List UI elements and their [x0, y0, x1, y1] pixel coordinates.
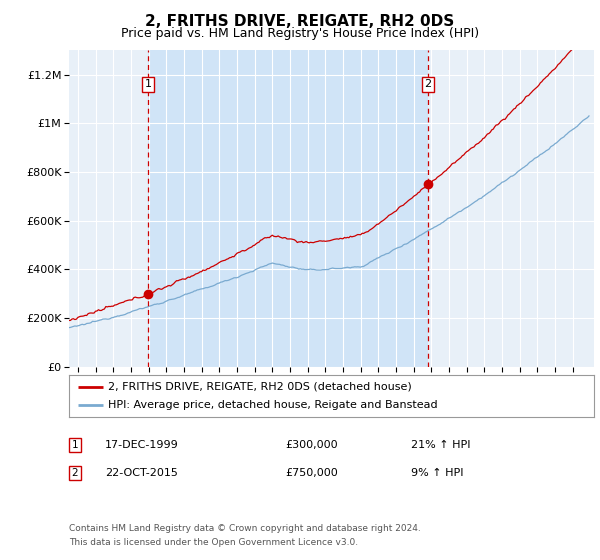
Text: Contains HM Land Registry data © Crown copyright and database right 2024.: Contains HM Land Registry data © Crown c… — [69, 524, 421, 533]
Text: 9% ↑ HPI: 9% ↑ HPI — [411, 468, 463, 478]
Text: 1: 1 — [71, 440, 79, 450]
Text: Price paid vs. HM Land Registry's House Price Index (HPI): Price paid vs. HM Land Registry's House … — [121, 27, 479, 40]
Text: 2: 2 — [424, 80, 431, 90]
Text: 2, FRITHS DRIVE, REIGATE, RH2 0DS: 2, FRITHS DRIVE, REIGATE, RH2 0DS — [145, 14, 455, 29]
Bar — [148, 50, 428, 367]
Text: 1: 1 — [145, 80, 151, 90]
Text: 21% ↑ HPI: 21% ↑ HPI — [411, 440, 470, 450]
Text: This data is licensed under the Open Government Licence v3.0.: This data is licensed under the Open Gov… — [69, 538, 358, 547]
Text: 2: 2 — [71, 468, 79, 478]
Text: HPI: Average price, detached house, Reigate and Banstead: HPI: Average price, detached house, Reig… — [109, 400, 438, 410]
Text: £300,000: £300,000 — [285, 440, 338, 450]
Text: £750,000: £750,000 — [285, 468, 338, 478]
Text: 2, FRITHS DRIVE, REIGATE, RH2 0DS (detached house): 2, FRITHS DRIVE, REIGATE, RH2 0DS (detac… — [109, 382, 412, 392]
Text: 17-DEC-1999: 17-DEC-1999 — [105, 440, 179, 450]
Text: 22-OCT-2015: 22-OCT-2015 — [105, 468, 178, 478]
